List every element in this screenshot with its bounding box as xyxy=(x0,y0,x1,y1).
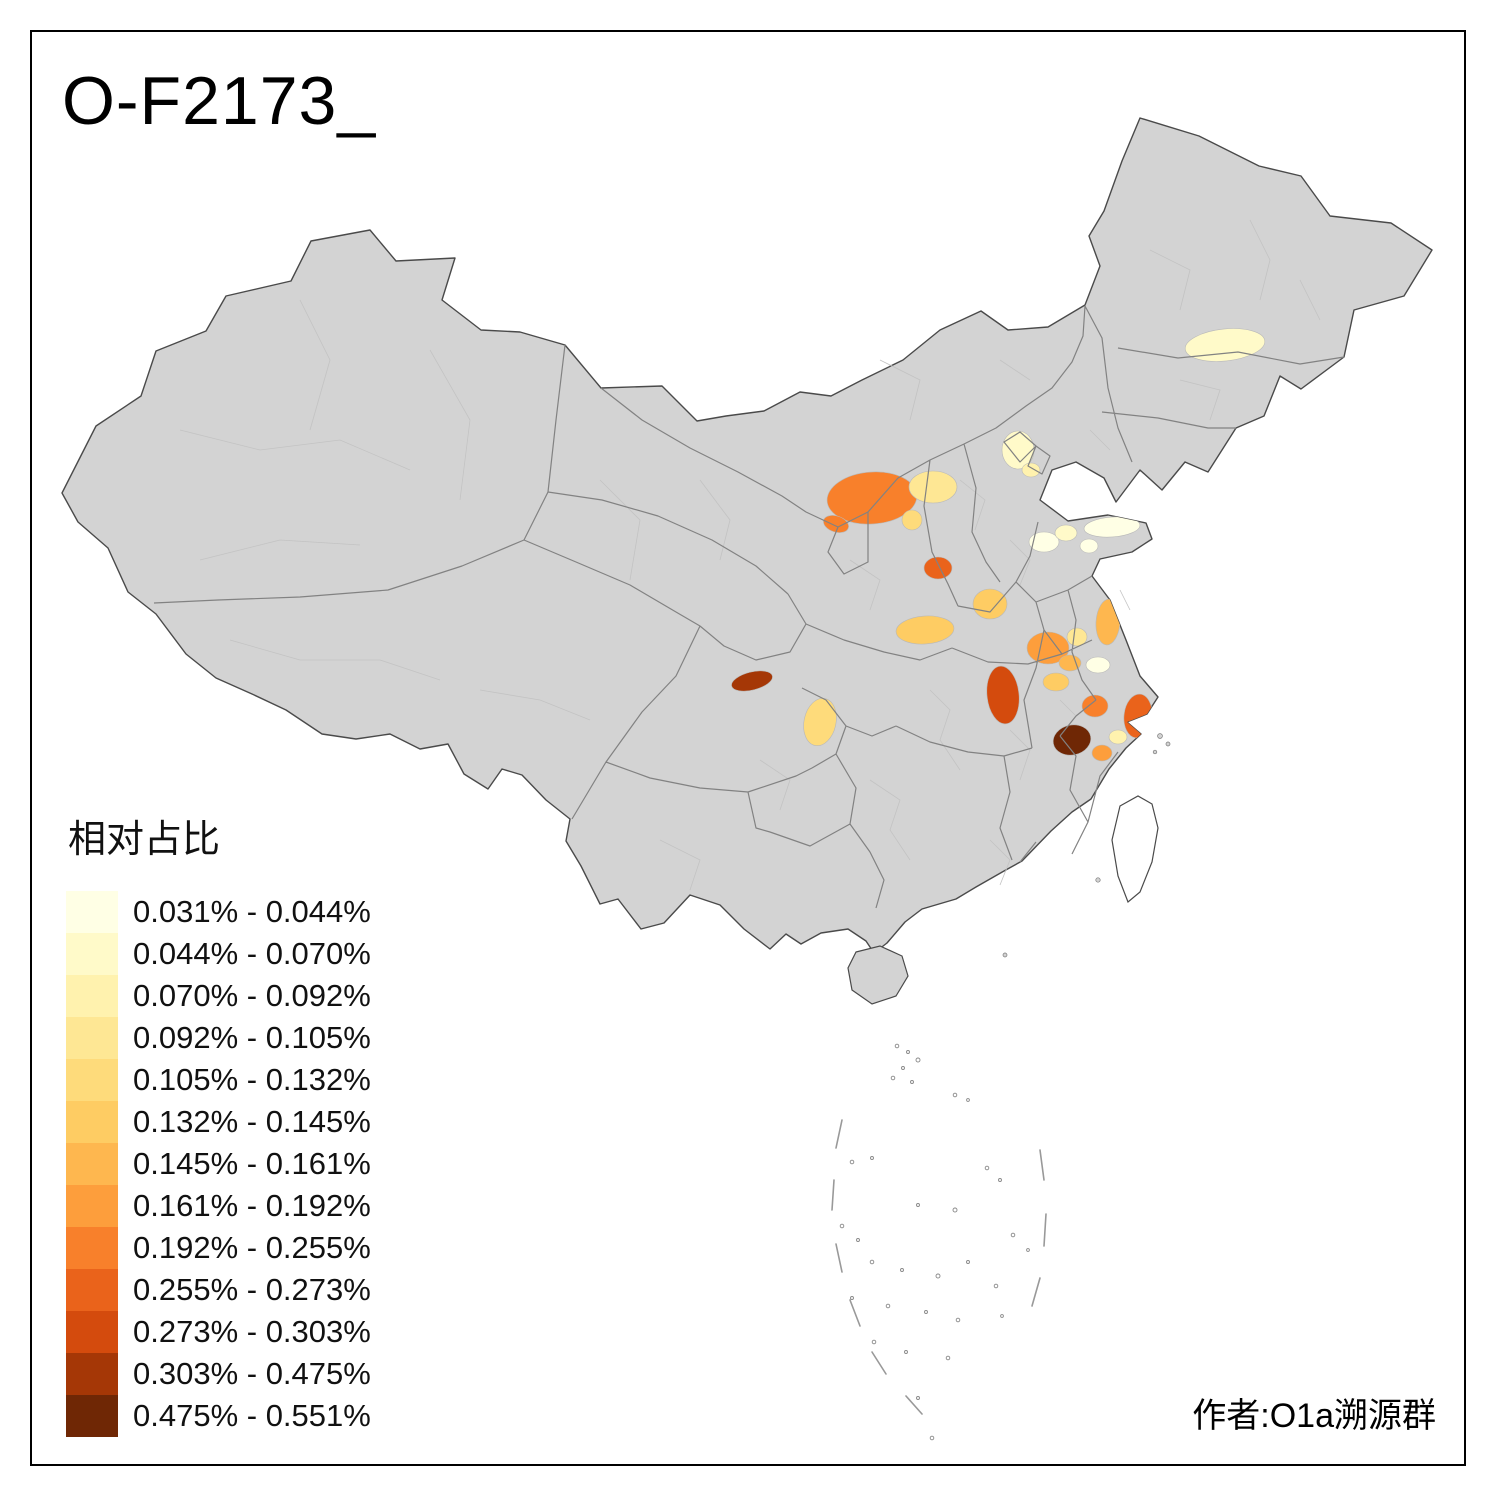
legend-row: 0.044% - 0.070% xyxy=(66,933,371,975)
legend-label: 0.044% - 0.070% xyxy=(133,936,371,971)
map-region xyxy=(986,665,1020,725)
legend-row: 0.255% - 0.273% xyxy=(66,1269,371,1311)
map-region xyxy=(1028,531,1060,553)
legend-label: 0.161% - 0.192% xyxy=(133,1188,371,1223)
chart-title: O-F2173_ xyxy=(62,63,377,139)
map-region xyxy=(1066,627,1088,647)
hainan-island xyxy=(847,945,909,1005)
map-region xyxy=(1054,524,1078,542)
legend-label: 0.303% - 0.475% xyxy=(133,1356,371,1391)
coastal-islets xyxy=(1002,733,1171,958)
legend-label: 0.105% - 0.132% xyxy=(133,1062,371,1097)
legend-label: 0.192% - 0.255% xyxy=(133,1230,371,1265)
legend-swatch xyxy=(66,1185,118,1227)
sea-boundary-dashes xyxy=(831,1119,1047,1415)
legend-swatch xyxy=(66,1017,118,1059)
map-region xyxy=(1081,694,1109,718)
map-region xyxy=(1083,516,1141,538)
legend-title: 相对占比 xyxy=(68,819,221,861)
legend-label: 0.145% - 0.161% xyxy=(133,1146,371,1181)
legend-swatch xyxy=(66,975,118,1017)
legend-row: 0.031% - 0.044% xyxy=(66,891,371,933)
legend-row: 0.273% - 0.303% xyxy=(66,1311,371,1353)
legend-swatch xyxy=(66,933,118,975)
legend-label: 0.255% - 0.273% xyxy=(133,1272,371,1307)
map-region xyxy=(1108,729,1128,745)
map-region xyxy=(1042,672,1070,692)
legend-label: 0.092% - 0.105% xyxy=(133,1020,371,1055)
legend-row: 0.105% - 0.132% xyxy=(66,1059,371,1101)
legend-swatch xyxy=(66,1395,118,1437)
map-region xyxy=(908,470,958,504)
south-china-sea-islands xyxy=(839,1043,1030,1441)
legend-row: 0.092% - 0.105% xyxy=(66,1017,371,1059)
map-region xyxy=(1091,744,1113,762)
province-borders xyxy=(153,305,1345,909)
legend: 相对占比 0.031% - 0.044% 0.044% - 0.070% 0.070… xyxy=(66,808,371,1437)
prefecture-borders xyxy=(179,219,1321,891)
legend-label: 0.070% - 0.092% xyxy=(133,978,371,1013)
legend-swatch xyxy=(66,1227,118,1269)
map-region xyxy=(1079,538,1099,554)
legend-label: 0.273% - 0.303% xyxy=(133,1314,371,1349)
legend-row: 0.303% - 0.475% xyxy=(66,1353,371,1395)
legend-label: 0.475% - 0.551% xyxy=(133,1398,371,1433)
map-region xyxy=(972,588,1008,620)
legend-row: 0.070% - 0.092% xyxy=(66,975,371,1017)
map-region xyxy=(1021,462,1041,478)
attribution: 作者:O1a溯源群 xyxy=(1192,1397,1436,1435)
legend-row: 0.132% - 0.145% xyxy=(66,1101,371,1143)
map-region xyxy=(901,509,923,531)
map-region xyxy=(895,615,955,645)
map-region xyxy=(803,697,837,747)
map-region xyxy=(1058,654,1082,672)
legend-rows: 0.031% - 0.044% 0.044% - 0.070% 0.070% - 0… xyxy=(66,891,371,1437)
legend-swatch xyxy=(66,1143,118,1185)
legend-row: 0.145% - 0.161% xyxy=(66,1143,371,1185)
legend-swatch xyxy=(66,1311,118,1353)
map-region xyxy=(1085,656,1111,674)
legend-swatch xyxy=(66,891,118,933)
legend-swatch xyxy=(66,1353,118,1395)
legend-swatch xyxy=(66,1269,118,1311)
legend-row: 0.475% - 0.551% xyxy=(66,1395,371,1437)
map-region xyxy=(1026,631,1070,665)
legend-swatch xyxy=(66,1059,118,1101)
map-region xyxy=(923,556,953,580)
legend-label: 0.132% - 0.145% xyxy=(133,1104,371,1139)
legend-row: 0.161% - 0.192% xyxy=(66,1185,371,1227)
legend-row: 0.192% - 0.255% xyxy=(66,1227,371,1269)
map-region xyxy=(731,670,773,692)
plot-border xyxy=(30,30,1466,1466)
taiwan-island xyxy=(1111,795,1159,903)
legend-swatch xyxy=(66,1101,118,1143)
legend-label: 0.031% - 0.044% xyxy=(133,894,371,929)
